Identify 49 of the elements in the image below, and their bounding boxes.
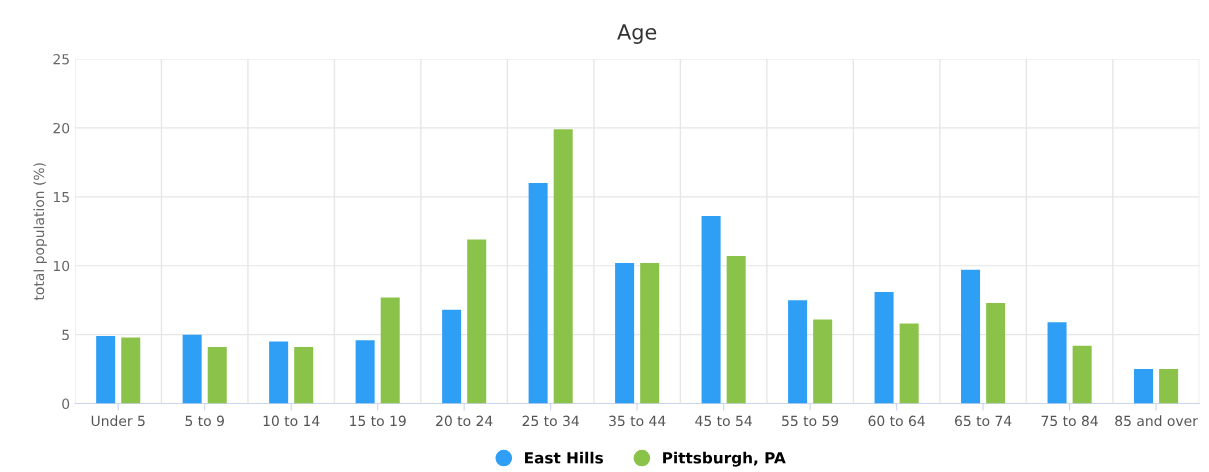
- bar: [96, 336, 116, 404]
- x-tick-label: 10 to 14: [263, 415, 320, 427]
- bar: [442, 309, 462, 404]
- x-tick-label: 15 to 19: [350, 415, 406, 427]
- bar: [467, 239, 487, 404]
- y-tick-label: 20: [53, 122, 70, 134]
- x-tick-label: 60 to 64: [868, 415, 925, 427]
- x-tick-label: 65 to 74: [955, 415, 1012, 427]
- bar: [553, 129, 573, 404]
- bar: [1047, 322, 1067, 404]
- bar: [874, 291, 894, 404]
- y-tick-label: 5: [62, 329, 69, 341]
- bar: [788, 300, 808, 404]
- x-tick-label: 85 and over: [1115, 415, 1198, 427]
- x-tick-label: 35 to 44: [609, 415, 666, 427]
- bar: [986, 302, 1006, 404]
- y-tick-label: 10: [53, 260, 70, 272]
- x-tick-label: Under 5: [91, 415, 145, 427]
- y-tick-label: 0: [62, 398, 70, 410]
- legend-label: Pittsburgh, PA: [663, 451, 786, 467]
- bar: [1134, 369, 1154, 404]
- bar: [269, 341, 289, 404]
- x-tick-label: 5 to 9: [185, 415, 224, 427]
- bar: [961, 269, 981, 404]
- bar: [701, 216, 721, 404]
- bar: [640, 262, 660, 404]
- x-tick-label: 20 to 24: [436, 415, 493, 427]
- bar: [813, 319, 833, 404]
- x-tick-label: 75 to 84: [1041, 415, 1098, 427]
- bar: [899, 323, 919, 404]
- x-tick-label: 25 to 34: [522, 415, 579, 427]
- chart-title: Age: [617, 24, 657, 44]
- bar: [182, 334, 202, 404]
- bar: [1159, 369, 1179, 404]
- y-axis-title: total population (%): [33, 163, 47, 301]
- y-tick-label: 15: [53, 191, 69, 203]
- bar: [121, 337, 141, 404]
- bar: [615, 262, 635, 404]
- bar: [726, 256, 746, 404]
- bar: [1072, 345, 1092, 404]
- bar: [207, 347, 227, 404]
- legend-label: East Hills: [525, 451, 603, 464]
- bar: [294, 347, 314, 404]
- y-tick-label: 25: [53, 53, 69, 65]
- bar: [528, 183, 548, 404]
- bar: [355, 340, 375, 404]
- x-tick-label: 55 to 59: [782, 415, 839, 427]
- bar: [380, 297, 400, 404]
- x-tick-label: 45 to 54: [695, 415, 752, 427]
